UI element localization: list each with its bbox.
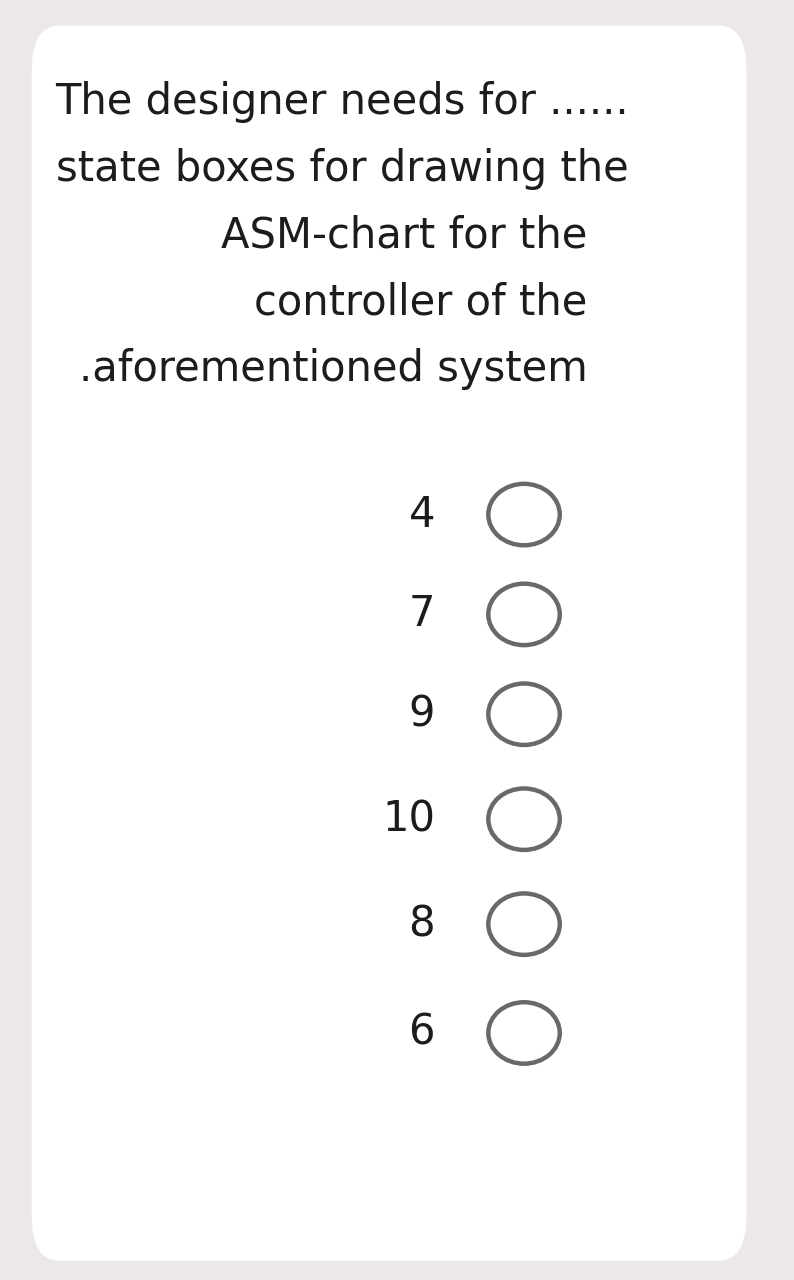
Text: state boxes for drawing the: state boxes for drawing the (56, 148, 628, 189)
Text: controller of the: controller of the (254, 282, 588, 323)
Text: 4: 4 (409, 494, 435, 535)
Text: 7: 7 (409, 594, 435, 635)
Text: 6: 6 (409, 1012, 435, 1053)
Text: 8: 8 (408, 904, 435, 945)
FancyBboxPatch shape (32, 26, 746, 1261)
Text: 9: 9 (409, 694, 435, 735)
Text: The designer needs for ......: The designer needs for ...... (56, 82, 629, 123)
Text: .aforementioned system: .aforementioned system (79, 348, 588, 389)
Text: ASM-chart for the: ASM-chart for the (222, 215, 588, 256)
Text: 10: 10 (382, 799, 435, 840)
